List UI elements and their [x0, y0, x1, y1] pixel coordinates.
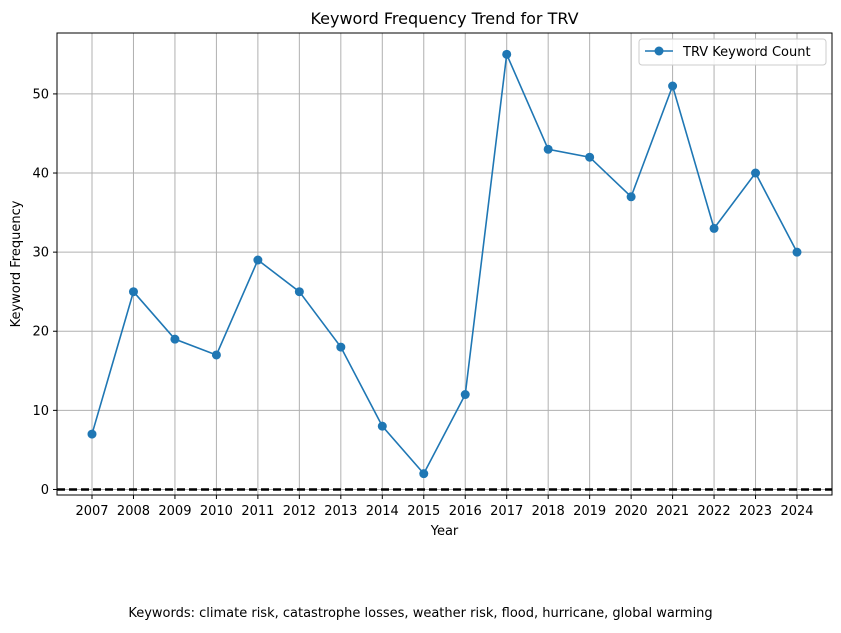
x-tick-label: 2016: [449, 504, 482, 519]
data-point: [211, 350, 221, 360]
data-point: [294, 287, 304, 297]
data-point: [336, 342, 346, 352]
x-tick-label: 2014: [366, 504, 399, 519]
y-tick-label: 10: [32, 404, 49, 419]
data-point: [460, 390, 470, 400]
x-tick-label: 2007: [75, 504, 108, 519]
data-point: [128, 287, 138, 297]
x-tick-label: 2009: [158, 504, 191, 519]
data-point: [253, 255, 263, 265]
data-point: [87, 429, 97, 439]
series-line: [91, 51, 798, 476]
x-tick-label: 2012: [283, 504, 316, 519]
keywords-caption: Keywords: climate risk, catastrophe loss…: [128, 606, 713, 621]
data-point: [792, 247, 802, 257]
legend-box: [638, 38, 827, 66]
data-point: [543, 144, 553, 154]
x-tick-label: 2021: [656, 504, 689, 519]
x-tick-label: 2019: [573, 504, 606, 519]
y-tick-label: 50: [32, 87, 49, 102]
x-tick-label: 2024: [780, 504, 813, 519]
x-tick-label: 2011: [241, 504, 274, 519]
y-tick-label: 0: [41, 483, 49, 498]
grid: [57, 33, 832, 495]
x-tick-label: 2015: [407, 504, 440, 519]
data-point: [377, 421, 387, 431]
data-point: [751, 168, 761, 178]
data-point: [709, 223, 719, 233]
x-tick-label: 2008: [117, 504, 150, 519]
x-tick-label: 2010: [200, 504, 233, 519]
legend-label: TRV Keyword Count: [682, 45, 811, 60]
data-point: [585, 152, 595, 162]
x-axis-label: Year: [430, 524, 459, 539]
y-axis-label: Keyword Frequency: [9, 200, 24, 327]
data-point: [502, 49, 512, 59]
x-tick-label: 2020: [615, 504, 648, 519]
data-point: [419, 469, 429, 479]
data-point: [170, 334, 180, 344]
legend-marker: [654, 46, 664, 56]
data-point: [668, 81, 678, 91]
series-layer: [87, 49, 802, 479]
y-axis: 0 10 20 30 40 50: [32, 87, 57, 498]
x-tick-label: 2023: [739, 504, 772, 519]
y-tick-label: 40: [32, 167, 49, 182]
plot-frame: [56, 32, 833, 496]
chart-title: Keyword Frequency Trend for TRV: [310, 9, 578, 28]
y-tick-label: 20: [32, 325, 49, 340]
x-tick-label: 2013: [324, 504, 357, 519]
x-tick-label: 2017: [490, 504, 523, 519]
data-point: [626, 192, 636, 202]
x-axis: 2007 2008 2009 2010 2011 2012 2013 2014 2015 2016…: [75, 495, 814, 519]
legend: TRV Keyword Count: [638, 38, 827, 66]
y-tick-label: 30: [32, 246, 49, 261]
x-tick-label: 2018: [532, 504, 565, 519]
x-tick-label: 2022: [698, 504, 731, 519]
